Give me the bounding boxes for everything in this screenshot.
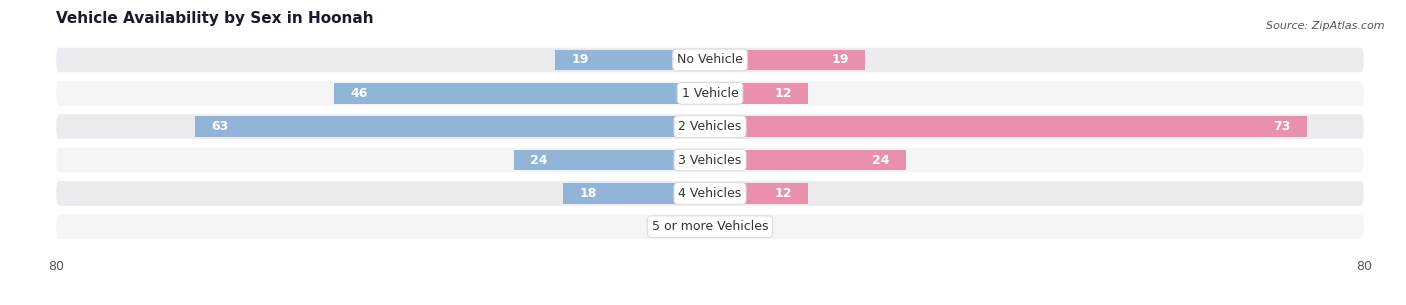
Text: 3 Vehicles: 3 Vehicles (679, 153, 741, 167)
Bar (710, 83, 808, 104)
Bar (710, 183, 808, 204)
Text: 4: 4 (657, 220, 665, 233)
FancyBboxPatch shape (56, 214, 1364, 239)
FancyBboxPatch shape (56, 181, 1364, 206)
Bar (562, 183, 710, 204)
Text: 12: 12 (775, 87, 792, 100)
Text: 73: 73 (1272, 120, 1291, 133)
FancyBboxPatch shape (56, 148, 1364, 172)
Bar (555, 50, 710, 70)
Text: 46: 46 (350, 87, 368, 100)
Text: 4 Vehicles: 4 Vehicles (679, 187, 741, 200)
FancyBboxPatch shape (56, 48, 1364, 72)
Text: 5 or more Vehicles: 5 or more Vehicles (652, 220, 768, 233)
Text: Source: ZipAtlas.com: Source: ZipAtlas.com (1267, 21, 1385, 31)
Text: 24: 24 (872, 153, 890, 167)
Text: 12: 12 (775, 187, 792, 200)
Bar (335, 83, 710, 104)
Bar (678, 217, 710, 237)
Text: 2: 2 (738, 220, 748, 233)
Bar (710, 217, 727, 237)
Text: 2 Vehicles: 2 Vehicles (679, 120, 741, 133)
Text: 19: 19 (571, 53, 589, 66)
Text: Vehicle Availability by Sex in Hoonah: Vehicle Availability by Sex in Hoonah (56, 11, 374, 26)
FancyBboxPatch shape (56, 114, 1364, 139)
Text: 19: 19 (831, 53, 849, 66)
Bar (195, 116, 710, 137)
Text: 1 Vehicle: 1 Vehicle (682, 87, 738, 100)
Text: 24: 24 (530, 153, 548, 167)
Bar (710, 50, 865, 70)
FancyBboxPatch shape (56, 81, 1364, 106)
Bar (515, 150, 710, 170)
Text: No Vehicle: No Vehicle (678, 53, 742, 66)
Bar (710, 116, 1306, 137)
Text: 18: 18 (579, 187, 596, 200)
Bar (710, 150, 905, 170)
Text: 63: 63 (211, 120, 229, 133)
